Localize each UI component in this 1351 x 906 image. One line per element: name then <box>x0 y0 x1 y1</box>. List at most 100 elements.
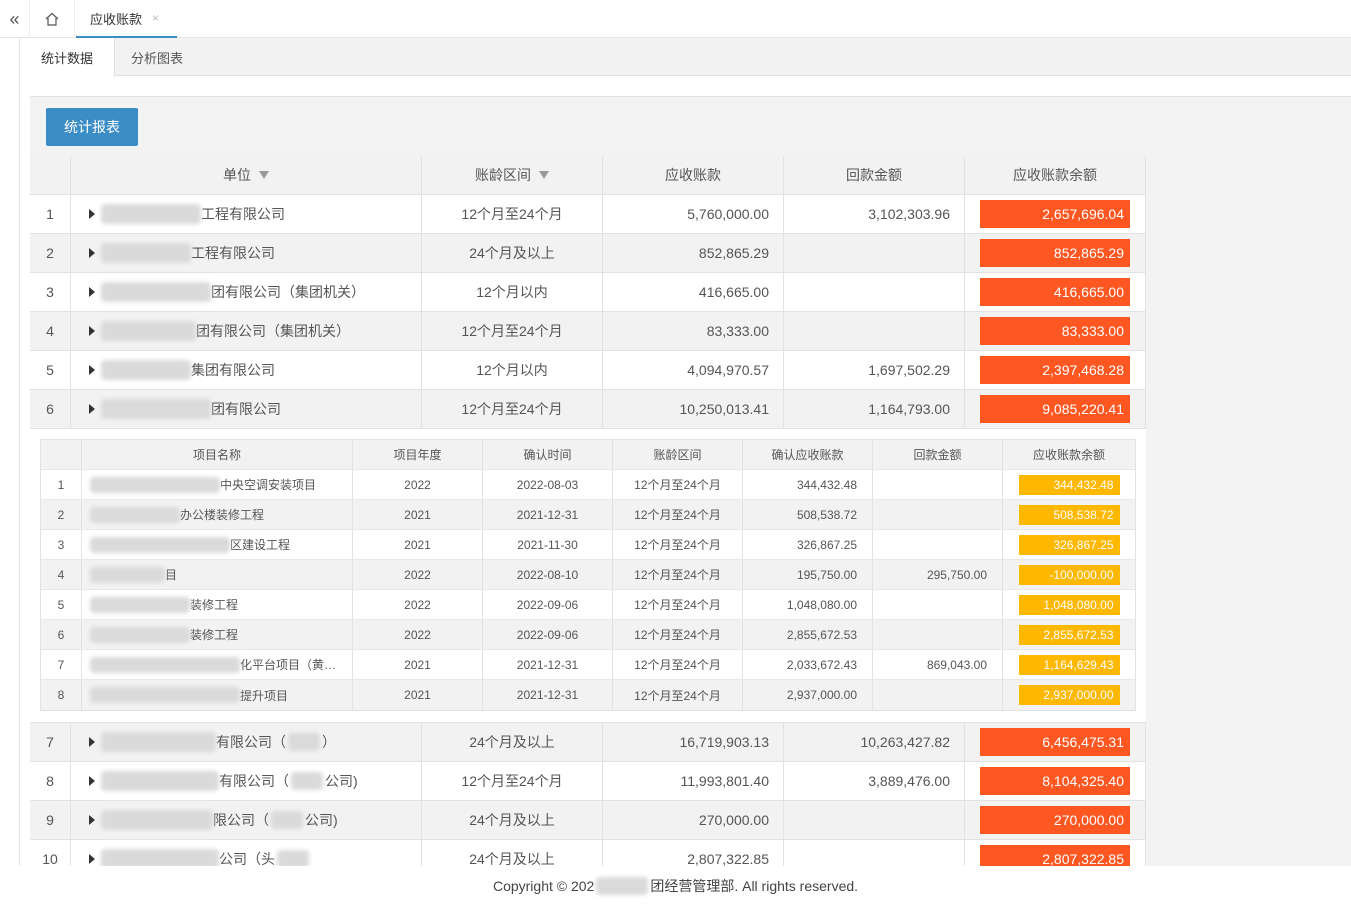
table-row[interactable]: 2 工程有限公司 24个月及以上 852,865.29 852,865.29 <box>30 234 1146 273</box>
expand-arrow-icon[interactable] <box>89 737 95 747</box>
unit-cell[interactable]: 团有限公司（集团机关） <box>71 312 422 350</box>
header-project-name: 项目名称 <box>82 440 353 469</box>
footer: Copyright © 202 团经营管理部. All rights reser… <box>0 866 1351 906</box>
detail-age: 12个月至24个月 <box>613 500 743 529</box>
tab-accounts-receivable[interactable]: 应收账款 × <box>76 0 177 38</box>
detail-row[interactable]: 3 区建设工程 2021 2021-11-30 12个月至24个月 326,867.25 3… <box>41 530 1135 560</box>
confirm-ar: 2,855,672.53 <box>743 620 873 649</box>
detail-row[interactable]: 6 装修工程 2022 2022-09-06 12个月至24个月 2,855,672.53… <box>41 620 1135 650</box>
back-cell <box>784 840 965 878</box>
detail-row[interactable]: 2 办公楼装修工程 2021 2021-12-31 12个月至24个月 508,538.7… <box>41 500 1135 530</box>
table-row[interactable]: 8 有限公司（ 公司) 12个月至24个月 11,993,801.40 3,889,476… <box>30 762 1146 801</box>
unit-cell[interactable]: 团有限公司（集团机关） <box>71 273 422 311</box>
collapse-sidebar-icon[interactable]: « <box>0 0 30 38</box>
statistics-report-button[interactable]: 统计报表 <box>46 108 138 146</box>
header-detail-balance: 应收账款余额 <box>1032 448 1105 462</box>
unit-cell[interactable]: 工程有限公司 <box>71 234 422 272</box>
row-index: 5 <box>30 351 71 389</box>
back-cell: 10,263,427.82 <box>784 723 965 761</box>
detail-balance-cell: 508,538.72 <box>1003 500 1135 529</box>
unit-cell[interactable]: 工程有限公司 <box>71 195 422 233</box>
home-icon[interactable] <box>30 0 75 38</box>
detail-row[interactable]: 8 提升项目 2021 2021-12-31 12个月至24个月 2,937,000.00… <box>41 680 1135 710</box>
detail-back: 869,043.00 <box>873 650 1003 679</box>
table-row[interactable]: 6 团有限公司 12个月至24个月 10,250,013.41 1,164,793.00… <box>30 390 1146 429</box>
detail-row[interactable]: 1 中央空调安装项目 2022 2022-08-03 12个月至24个月 344,432.… <box>41 470 1135 500</box>
header-back: 回款金额 <box>784 156 965 194</box>
unit-cell[interactable]: 有限公司（ 公司) <box>71 762 422 800</box>
unit-name: 公司（头 <box>219 851 275 867</box>
back-cell: 1,697,502.29 <box>784 351 965 389</box>
unit-name: 工程有限公司 <box>191 245 275 261</box>
redacted-text <box>90 596 190 613</box>
expand-arrow-icon[interactable] <box>89 854 95 864</box>
balance-cell: 9,085,220.41 <box>965 390 1146 428</box>
expand-arrow-icon[interactable] <box>89 365 95 375</box>
back-cell <box>784 312 965 350</box>
close-icon[interactable]: × <box>152 11 160 25</box>
confirm-ar: 326,867.25 <box>743 530 873 559</box>
balance-cell: 270,000.00 <box>965 801 1146 839</box>
detail-row[interactable]: 4 目 2022 2022-08-10 12个月至24个月 195,750.00 295,7… <box>41 560 1135 590</box>
unit-cell[interactable]: 公司（头 <box>71 840 422 878</box>
detail-balance-cell: 2,855,672.53 <box>1003 620 1135 649</box>
back-cell <box>784 273 965 311</box>
back-cell <box>784 234 965 272</box>
detail-balance-badge: 344,432.48 <box>1018 474 1120 495</box>
balance-cell: 2,397,468.28 <box>965 351 1146 389</box>
header-unit[interactable]: 单位 <box>71 156 422 194</box>
detail-row[interactable]: 7 化平台项目（黄… 2021 2021-12-31 12个月至24个月 2,033,67… <box>41 650 1135 680</box>
table-row[interactable]: 9 限公司（ 公司) 24个月及以上 270,000.00 270,000.00 <box>30 801 1146 840</box>
ar-cell: 4,094,970.57 <box>603 351 784 389</box>
expand-arrow-icon[interactable] <box>89 404 95 414</box>
detail-index: 2 <box>41 500 82 529</box>
table-row[interactable]: 1 工程有限公司 12个月至24个月 5,760,000.00 3,102,303.96… <box>30 195 1146 234</box>
expand-arrow-icon[interactable] <box>89 776 95 786</box>
balance-cell: 8,104,325.40 <box>965 762 1146 800</box>
back-cell: 3,102,303.96 <box>784 195 965 233</box>
detail-age: 12个月至24个月 <box>613 530 743 559</box>
row-index: 6 <box>30 390 71 428</box>
age-cell: 24个月及以上 <box>422 840 603 878</box>
expand-arrow-icon[interactable] <box>89 248 95 258</box>
unit-cell[interactable]: 团有限公司 <box>71 390 422 428</box>
age-cell: 12个月至24个月 <box>422 390 603 428</box>
project-name-cell: 提升项目 <box>82 680 353 710</box>
detail-balance-cell: 2,937,000.00 <box>1003 680 1135 710</box>
tab-analysis-chart[interactable]: 分析图表 <box>131 50 184 66</box>
confirm-ar: 508,538.72 <box>743 500 873 529</box>
table-header: 单位 账龄区间 应收账款 回款金额 应收账款余额 <box>30 156 1146 195</box>
unit-cell[interactable]: 有限公司（） <box>71 723 422 761</box>
unit-cell[interactable]: 限公司（ 公司) <box>71 801 422 839</box>
tab-statistics[interactable]: 统计数据 <box>20 38 115 77</box>
project-year: 2022 <box>353 470 483 499</box>
project-name: 装修工程 <box>190 598 239 612</box>
age-cell: 12个月以内 <box>422 351 603 389</box>
redacted-text <box>596 877 649 895</box>
detail-row[interactable]: 5 装修工程 2022 2022-09-06 12个月至24个月 1,048,080.00… <box>41 590 1135 620</box>
redacted-text <box>101 771 219 791</box>
expand-arrow-icon[interactable] <box>89 815 95 825</box>
redacted-text <box>101 360 191 380</box>
filter-icon[interactable] <box>259 171 269 179</box>
ar-cell: 852,865.29 <box>603 234 784 272</box>
unit-name: 有限公司（ <box>219 773 289 789</box>
header-age[interactable]: 账龄区间 <box>422 156 603 194</box>
expand-arrow-icon[interactable] <box>89 287 95 297</box>
content-card: 统计报表 单位 账龄区间 应收账款 回款金额 应收账款余额 1 工程有限公司 12个… <box>30 96 1351 879</box>
detail-balance-badge: -100,000.00 <box>1018 564 1120 585</box>
unit-name: 团有限公司（集团机关） <box>211 284 365 300</box>
table-row[interactable]: 7 有限公司（） 24个月及以上 16,719,903.13 10,263,427.82… <box>30 723 1146 762</box>
balance-badge: 2,657,696.04 <box>980 200 1130 228</box>
table-row[interactable]: 4 团有限公司（集团机关） 12个月至24个月 83,333.00 83,333.00 <box>30 312 1146 351</box>
detail-back: 295,750.00 <box>873 560 1003 589</box>
redacted-text <box>101 282 211 302</box>
expand-arrow-icon[interactable] <box>89 209 95 219</box>
unit-cell[interactable]: 集团有限公司 <box>71 351 422 389</box>
table-row[interactable]: 3 团有限公司（集团机关） 12个月以内 416,665.00 416,665.00 <box>30 273 1146 312</box>
balance-badge: 852,865.29 <box>980 239 1130 267</box>
filter-icon[interactable] <box>539 171 549 179</box>
table-row[interactable]: 5 集团有限公司 12个月以内 4,094,970.57 1,697,502.29 2,3… <box>30 351 1146 390</box>
detail-balance-badge: 1,048,080.00 <box>1018 594 1120 615</box>
expand-arrow-icon[interactable] <box>89 326 95 336</box>
